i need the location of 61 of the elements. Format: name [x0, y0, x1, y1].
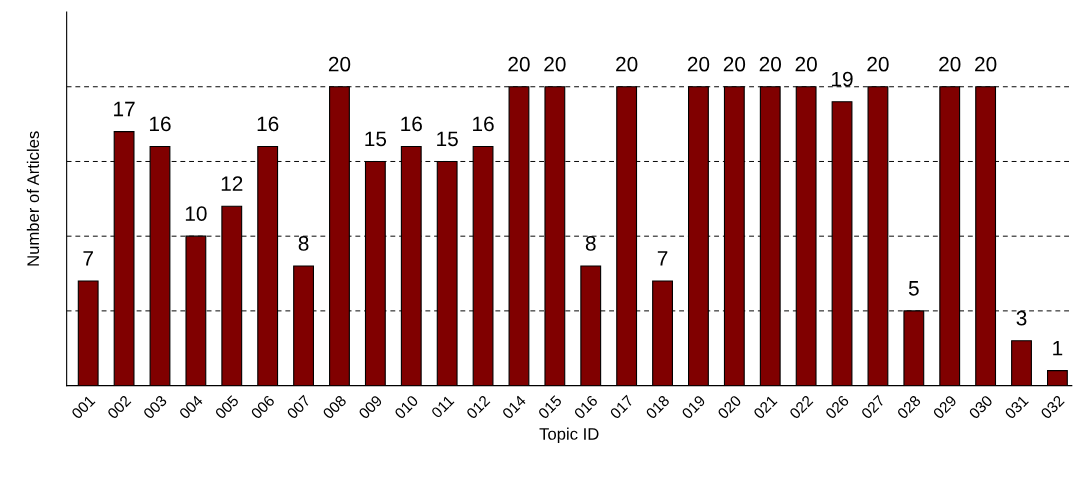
x-tick-label: 003	[142, 394, 168, 420]
x-tick-label: 031	[1004, 394, 1029, 420]
data-label: 16	[257, 116, 279, 132]
data-label: 7	[657, 251, 668, 266]
data-label: 20	[795, 56, 817, 72]
x-tick-label: 014	[501, 394, 527, 420]
x-tick-label: 006	[250, 394, 276, 420]
x-tick-label: 022	[788, 394, 814, 420]
x-tick-label: 008	[322, 394, 347, 420]
data-label: 20	[508, 56, 530, 72]
x-tick-label: 004	[178, 394, 204, 420]
x-tick-label: 012	[465, 394, 491, 420]
bar	[1046, 370, 1068, 386]
bar	[149, 145, 171, 386]
x-tick-label: 001	[70, 394, 96, 420]
data-label: 19	[832, 71, 853, 87]
x-tick-label: 015	[537, 394, 563, 420]
data-label: 16	[401, 116, 422, 132]
x-tick-label: 002	[106, 394, 132, 420]
x-tick-label: 005	[214, 394, 240, 420]
data-label: 20	[328, 56, 351, 72]
bar	[1011, 340, 1032, 386]
data-label: 3	[1016, 310, 1027, 326]
data-label: 5	[908, 281, 919, 296]
data-label: 1	[1053, 340, 1063, 356]
data-label: 20	[975, 56, 997, 72]
data-label: 20	[939, 56, 961, 72]
data-label: 20	[759, 56, 782, 72]
x-tick-label: 032	[1040, 394, 1065, 420]
x-tick-label: 009	[358, 394, 383, 420]
data-label: 20	[616, 56, 638, 72]
data-label: 20	[687, 56, 710, 72]
x-tick-label: 019	[681, 394, 706, 420]
data-label: 16	[473, 116, 494, 132]
data-label: 12	[221, 176, 243, 191]
data-label: 7	[83, 251, 93, 266]
x-tick-label: 029	[932, 394, 958, 420]
x-tick-label: 027	[860, 394, 886, 420]
data-label: 8	[585, 236, 596, 251]
x-tick-label: 028	[896, 394, 922, 420]
x-tick-label: 010	[393, 394, 419, 420]
x-tick-label: 017	[609, 394, 635, 420]
data-label: 15	[437, 131, 458, 147]
y-axis-title: Number of Articles	[26, 131, 40, 266]
x-tick-label: 030	[968, 394, 994, 420]
data-label: 20	[867, 56, 889, 72]
x-tick-label: 026	[824, 394, 850, 420]
x-tick-label: 020	[717, 394, 742, 420]
data-label: 20	[723, 56, 746, 72]
x-tick-label: 007	[286, 394, 311, 420]
x-axis-title: Topic ID	[539, 427, 599, 444]
data-label: 8	[298, 236, 309, 251]
x-tick-label: 011	[430, 394, 455, 419]
data-label: 15	[365, 131, 387, 147]
x-tick-label: 021	[752, 394, 778, 420]
data-label: 20	[544, 56, 566, 72]
x-tick-label: 018	[645, 394, 671, 420]
data-label: 17	[114, 101, 135, 117]
data-label: 10	[185, 206, 207, 221]
data-label: 16	[149, 116, 171, 132]
x-tick-label: 016	[573, 394, 599, 420]
